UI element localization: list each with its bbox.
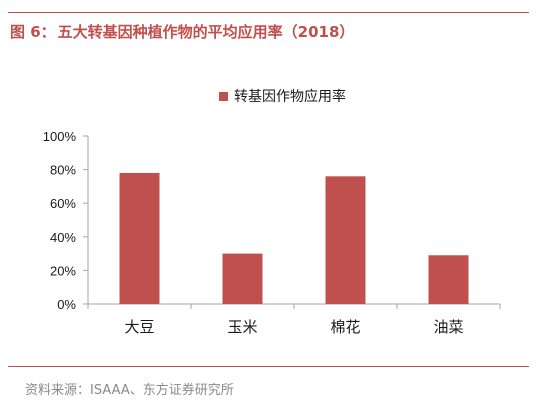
y-tick-label: 20%	[50, 263, 76, 278]
x-tick-label: 玉米	[227, 318, 257, 336]
legend-swatch	[219, 92, 228, 101]
x-tick-label: 油菜	[433, 318, 463, 336]
legend-label: 转基因作物应用率	[234, 88, 346, 105]
title-top-rule	[8, 12, 529, 13]
figure-title: 图 6： 五大转基因种植作物的平均应用率（2018）	[10, 21, 354, 42]
y-tick-label: 40%	[50, 230, 76, 245]
bar-2	[325, 176, 366, 304]
y-tick-label: 80%	[50, 163, 76, 178]
y-tick-label: 100%	[43, 129, 77, 144]
y-tick-label: 0%	[57, 297, 76, 312]
source-note: 资料来源：ISAAA、东方证券研究所	[25, 383, 234, 398]
x-tick-label: 大豆	[124, 318, 154, 336]
source-top-rule	[8, 366, 529, 367]
bar-0	[119, 172, 160, 304]
figure-title-text: 五大转基因种植作物的平均应用率（2018）	[57, 23, 355, 41]
bar-1	[222, 253, 263, 304]
x-tick-label: 棉花	[330, 318, 360, 336]
figure-number: 图 6：	[10, 23, 56, 41]
bar-3	[428, 255, 469, 304]
y-tick-label: 60%	[50, 196, 76, 211]
